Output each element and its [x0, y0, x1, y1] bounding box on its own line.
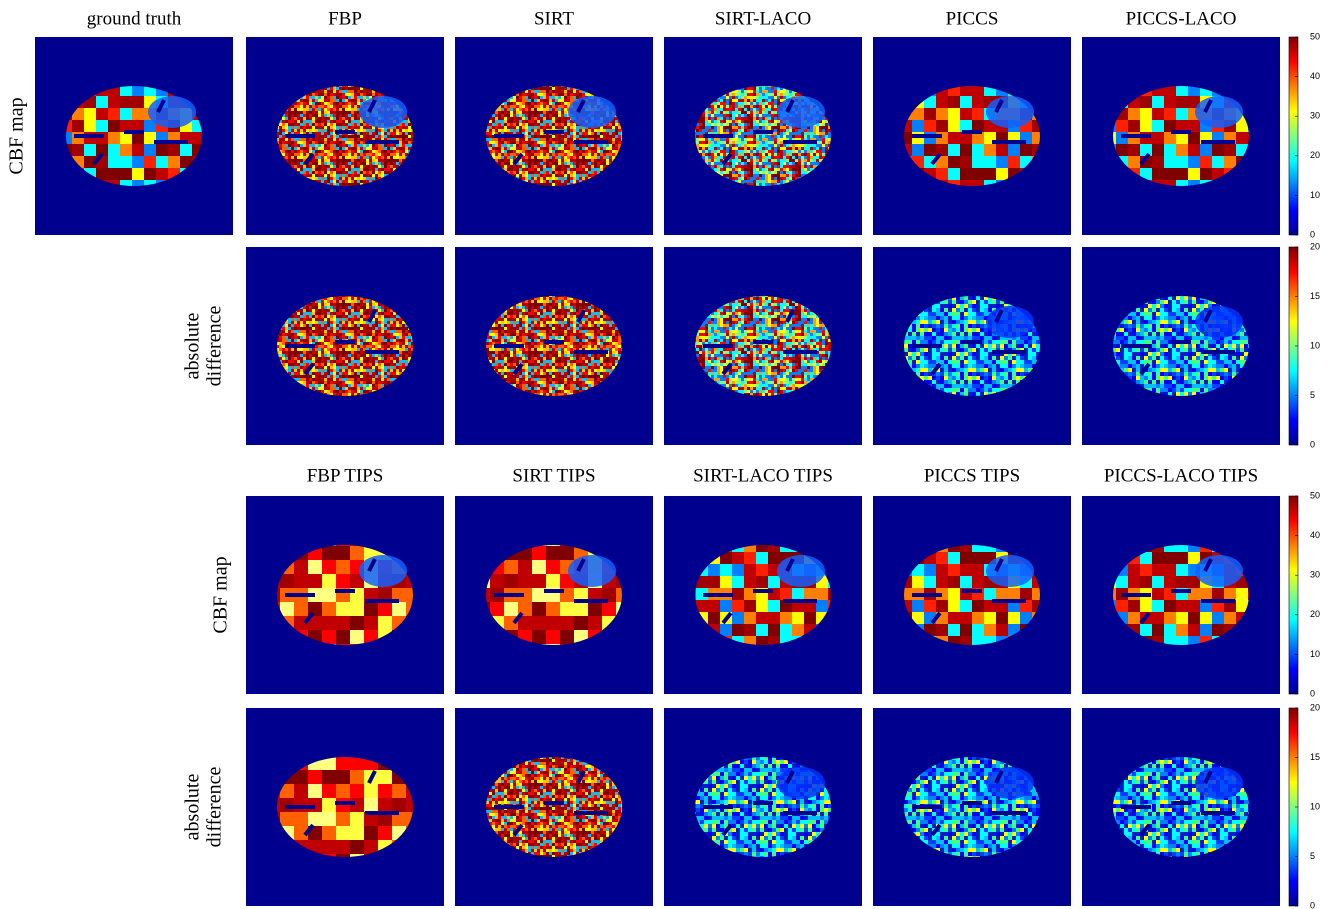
brain-image — [35, 37, 233, 235]
brain-image — [873, 37, 1071, 235]
colorbar-tick-label: 40 — [1310, 71, 1320, 81]
row-label: difference — [204, 306, 226, 387]
column-header: FBP — [328, 8, 362, 29]
column-header: SIRT-LACO — [715, 8, 811, 29]
colorbar-tick-label: 20 — [1310, 241, 1320, 251]
region — [986, 306, 1034, 338]
colorbar-tick-label: 10 — [1310, 190, 1320, 200]
colorbar — [1289, 37, 1298, 235]
column-header: PICCS TIPS — [924, 465, 1020, 486]
brain-image — [873, 247, 1071, 445]
region — [1195, 767, 1243, 799]
row-label: difference — [204, 767, 226, 848]
colorbar-tick-label: 15 — [1310, 291, 1320, 301]
colorbar-tick-label: 20 — [1310, 150, 1320, 160]
brain-image — [1082, 708, 1280, 906]
row-label: CBF map — [210, 556, 232, 633]
region — [777, 767, 825, 799]
colorbar-tick-label: 0 — [1310, 688, 1315, 698]
column-header: SIRT TIPS — [512, 465, 595, 486]
brain-image — [455, 708, 653, 906]
brain-image — [246, 37, 444, 235]
colorbar-tick-label: 20 — [1310, 702, 1320, 712]
column-header: PICCS-LACO — [1126, 8, 1237, 29]
region — [359, 96, 407, 128]
colorbar-tick-label: 30 — [1310, 570, 1320, 580]
region — [777, 96, 825, 128]
column-header: SIRT-LACO TIPS — [693, 465, 833, 486]
region — [148, 96, 196, 128]
colorbar — [1289, 496, 1298, 694]
brain-image — [455, 496, 653, 694]
brain-image — [664, 708, 862, 906]
brain-image — [1082, 37, 1280, 235]
brain-image — [664, 247, 862, 445]
colorbar-tick-label: 5 — [1310, 390, 1315, 400]
colorbar-tick-label: 10 — [1310, 801, 1320, 811]
brain-image — [664, 37, 862, 235]
row-label: absolute — [182, 774, 204, 841]
brain-image — [246, 708, 444, 906]
colorbar-tick-label: 50 — [1310, 490, 1320, 500]
brain-image — [664, 496, 862, 694]
brain-image — [1082, 247, 1280, 445]
row-label: absolute — [182, 313, 204, 380]
region — [1195, 96, 1243, 128]
column-header: ground truth — [87, 8, 182, 29]
column-header: PICCS — [946, 8, 999, 29]
region — [986, 555, 1034, 587]
colorbar-tick-label: 30 — [1310, 111, 1320, 121]
column-header: FBP TIPS — [307, 465, 384, 486]
colorbar-tick-label: 5 — [1310, 851, 1315, 861]
column-header: SIRT — [534, 8, 574, 29]
region — [777, 555, 825, 587]
region — [568, 96, 616, 128]
brain-image — [1082, 496, 1280, 694]
colorbar-tick-label: 40 — [1310, 530, 1320, 540]
colorbar-tick-label: 20 — [1310, 609, 1320, 619]
colorbar-tick-label: 15 — [1310, 752, 1320, 762]
region — [359, 555, 407, 587]
brain-image — [246, 496, 444, 694]
colorbar-tick-label: 0 — [1310, 439, 1315, 449]
brain-image — [246, 247, 444, 445]
colorbar-tick-label: 0 — [1310, 229, 1315, 239]
column-header: PICCS-LACO TIPS — [1104, 465, 1258, 486]
figure: ground truth FBP SIRT SIRT-LACO PICCS PICCS-L… — [0, 0, 1331, 909]
brain-image — [455, 247, 653, 445]
colorbar-tick-label: 10 — [1310, 340, 1320, 350]
colorbar-tick-label: 10 — [1310, 649, 1320, 659]
colorbar-tick-label: 50 — [1310, 31, 1320, 41]
region — [568, 555, 616, 587]
brain-image — [873, 708, 1071, 906]
brain-image — [873, 496, 1071, 694]
row-label: CBF map — [6, 97, 28, 174]
region — [1195, 306, 1243, 338]
region — [986, 767, 1034, 799]
region — [1195, 555, 1243, 587]
brain-image — [455, 37, 653, 235]
region — [986, 96, 1034, 128]
colorbar-tick-label: 0 — [1310, 900, 1315, 909]
